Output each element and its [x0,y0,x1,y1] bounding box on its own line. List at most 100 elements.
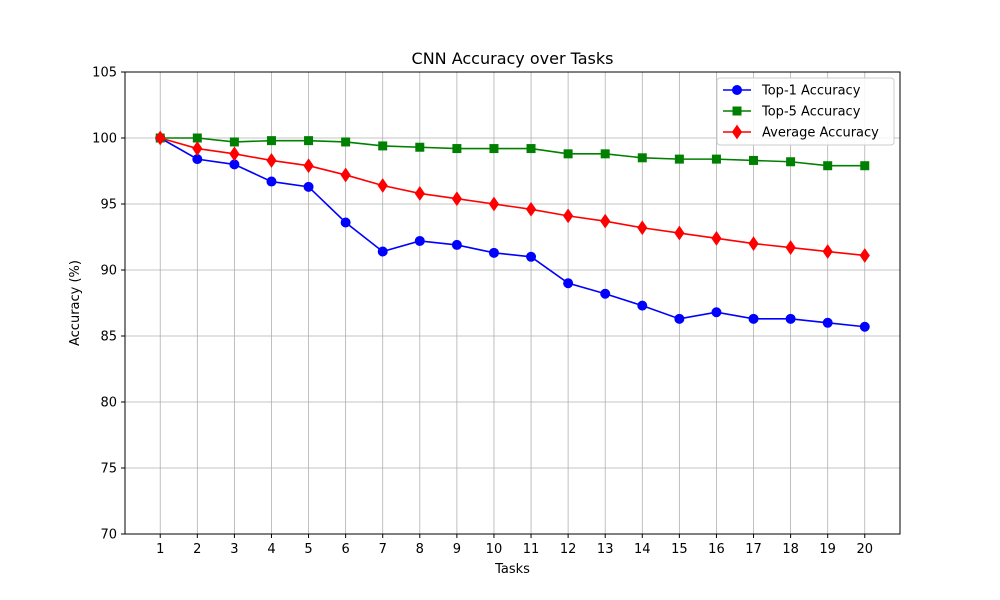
top-5-accuracy-line [160,137,865,167]
ticks-layer: 1 2 3 4 5 6 7 8 9 10 11 12 13 14 15 16 17 18 19 20707580859… [92,66,873,558]
average-accuracy-point [377,178,388,193]
legend-box [716,77,895,146]
top-5-accuracy-point [600,149,610,159]
average-accuracy-point [822,244,833,259]
top-1-accuracy-point [859,321,870,332]
top-1-accuracy-point [229,159,240,170]
x-tick-label: 8 [416,542,424,557]
legend-swatch-marker [732,106,742,116]
x-tick-label: 6 [341,542,349,557]
average-accuracy-point [637,220,648,236]
plot-frame [124,71,901,535]
x-tick-label: 11 [523,542,540,557]
top-5-accuracy-point [711,154,721,164]
average-accuracy-point [155,130,166,146]
top-5-accuracy-series [155,133,870,171]
top-5-accuracy-point [563,149,573,159]
top-1-accuracy-point [377,246,388,257]
top-5-accuracy-point [341,137,351,147]
top-1-accuracy-point [674,313,685,324]
average-accuracy-point [192,141,203,156]
legend-label: Top-1 Accuracy [761,84,861,99]
average-accuracy-point [674,225,685,241]
x-tick-label: 2 [193,542,201,557]
top-1-accuracy-series [155,133,870,332]
average-accuracy-point [266,153,277,168]
top-1-accuracy-point [526,251,537,262]
top-1-accuracy-point [785,313,796,324]
average-accuracy-point [488,196,500,212]
top-1-accuracy-point [414,235,425,246]
y-tick-label: 95 [100,198,117,213]
average-accuracy-point [600,213,611,229]
top-1-accuracy-point [192,154,203,165]
average-accuracy-point [785,240,796,255]
top-5-accuracy-point [266,136,276,146]
top-5-accuracy-point [192,133,202,143]
average-accuracy-point [748,236,759,251]
legend-label: Top-5 Accuracy [761,105,861,120]
x-tick-label: 7 [379,542,387,557]
legend: Top-1 Accuracy Top-5 Accuracy Average Accu… [716,77,895,146]
average-accuracy-point [451,191,462,207]
x-tick-label: 19 [819,542,836,557]
top-5-accuracy-point [637,153,647,163]
top-5-accuracy-point [304,136,314,146]
x-tick-label: 13 [597,542,614,557]
top-1-accuracy-point [451,239,462,250]
top-1-accuracy-point [600,288,611,299]
series-layer [155,130,870,332]
x-tick-label: 9 [453,542,461,557]
x-tick-label: 17 [745,542,762,557]
x-tick-label: 12 [560,542,577,557]
x-tick-label: 18 [782,542,799,557]
legend-item-top-1-accuracy: Top-1 Accuracy [723,84,861,99]
average-accuracy-point [340,167,351,183]
top-1-accuracy-point [266,176,277,187]
top-5-accuracy-point [786,157,796,167]
average-accuracy-point [859,248,870,263]
top-5-accuracy-point [229,137,239,147]
top-5-accuracy-point [452,144,462,154]
average-accuracy-point [229,146,240,162]
top-5-accuracy-point [526,144,536,154]
top-5-accuracy-point [823,161,833,171]
average-accuracy-line [160,137,865,257]
top-1-accuracy-point [748,313,759,324]
average-accuracy-series [155,130,870,263]
x-tick-label: 4 [267,542,275,557]
average-accuracy-point [303,158,314,174]
top-1-accuracy-point [711,307,722,318]
y-tick-label: 90 [100,264,117,279]
chart-title: CNN Accuracy over Tasks [412,49,614,68]
y-axis-label: Accuracy (%) [68,260,83,346]
average-accuracy-point [414,186,425,201]
legend-item-average-accuracy: Average Accuracy [723,124,879,141]
top-5-accuracy-point [378,141,388,151]
top-5-accuracy-point [674,154,684,164]
top-5-accuracy-point [415,142,425,152]
y-tick-label: 80 [100,396,117,411]
x-tick-label: 1 [156,542,164,557]
top-5-accuracy-point [860,161,870,171]
legend-label: Average Accuracy [762,126,879,141]
x-tick-label: 3 [230,542,238,557]
top-1-accuracy-point [340,217,351,228]
legend-swatch-marker [731,124,743,140]
y-tick-label: 75 [100,462,117,477]
top-1-accuracy-point [488,247,499,258]
x-axis-label: Tasks [494,562,530,577]
y-tick-label: 70 [100,528,117,543]
y-tick-label: 100 [92,132,117,147]
x-tick-label: 16 [708,542,725,557]
x-tick-label: 5 [304,542,312,557]
x-tick-label: 14 [634,542,651,557]
average-accuracy-point [711,230,722,246]
legend-swatch-marker [732,85,742,95]
average-accuracy-point [525,201,537,217]
x-tick-label: 15 [671,542,688,557]
average-accuracy-point [563,208,574,224]
y-tick-label: 105 [92,66,117,81]
